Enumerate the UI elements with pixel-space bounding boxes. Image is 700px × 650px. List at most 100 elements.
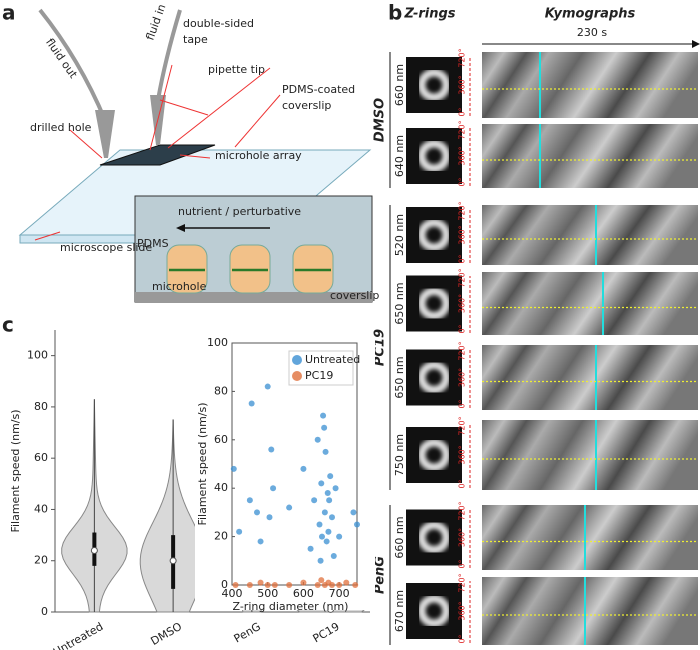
scatter-point — [350, 509, 357, 516]
angle-label: 360° — [458, 445, 467, 464]
y-axis-label: Filament speed (nm/s) — [9, 409, 22, 532]
angle-label: 0° — [458, 399, 467, 408]
scatter-point — [236, 528, 243, 535]
y-tick-label: 60 — [34, 451, 48, 464]
angle-label: 720° — [458, 416, 467, 435]
angle-label: 0° — [458, 107, 467, 116]
inset-label: microhole — [152, 280, 207, 293]
inset-label: nutrient / perturbative — [178, 205, 301, 218]
angle-label: 360° — [458, 528, 467, 547]
z-ring — [417, 361, 451, 394]
angle-label: 720° — [458, 120, 467, 139]
kymograph — [482, 420, 698, 490]
ring-size: 650 nm — [393, 356, 406, 398]
scatter-point — [329, 514, 335, 521]
scatter-point — [307, 545, 314, 552]
scatter-point — [332, 485, 339, 492]
angle-label: 720° — [458, 573, 467, 592]
z-ring — [417, 218, 451, 252]
scatter-point — [257, 579, 264, 586]
y-tick-label: 20 — [214, 530, 228, 543]
z-ring — [417, 594, 451, 628]
kymograph — [482, 205, 698, 265]
diagram-label: drilled hole — [30, 121, 92, 134]
x-tick-label: 600 — [293, 587, 314, 600]
angle-label: 0° — [458, 324, 467, 333]
scatter-point — [246, 582, 253, 588]
setup-diagram — [18, 8, 373, 303]
scatter-point — [327, 473, 334, 480]
x-tick-label: Untreated — [51, 620, 105, 650]
z-ring — [417, 139, 451, 173]
x-tick-label: DMSO — [149, 620, 185, 648]
kymograph — [482, 124, 698, 188]
scatter-point — [336, 582, 343, 588]
scatter-point — [257, 538, 264, 545]
z-ring-image — [406, 128, 462, 184]
diagram-label: double-sided — [183, 17, 254, 30]
scatter-point — [319, 533, 325, 540]
z-ring-image — [406, 207, 462, 263]
scatter-point — [336, 533, 343, 540]
y-tick-label: 40 — [214, 481, 228, 494]
kymograph — [482, 52, 698, 118]
z-ring-image — [406, 583, 462, 639]
y-tick-label: 60 — [214, 433, 228, 446]
z-ring-image — [406, 427, 462, 483]
scatter-point — [268, 446, 275, 453]
x-tick-label: 400 — [222, 587, 243, 600]
angle-label: 720° — [458, 201, 467, 220]
legend-label: PC19 — [305, 369, 333, 382]
scatter-point — [322, 448, 329, 455]
angle-label: 360° — [458, 294, 467, 313]
angle-label: 720° — [458, 268, 467, 287]
kymograph — [482, 577, 698, 645]
scatter-point — [232, 582, 239, 588]
diagram-label: pipette tip — [208, 63, 265, 76]
time-label: 230 s — [577, 26, 607, 39]
scatter-point — [321, 509, 328, 516]
scatter-point — [324, 490, 331, 497]
scatter-point — [317, 557, 324, 564]
inset-label: PDMS — [137, 237, 169, 250]
angle-label: 360° — [458, 601, 467, 620]
ring-size: 660 nm — [393, 516, 406, 558]
diagram-label: PDMS-coated — [282, 83, 355, 96]
angle-label: 360° — [458, 368, 467, 387]
ring-size: 750 nm — [393, 434, 406, 476]
z-ring — [417, 438, 451, 472]
kymograph — [482, 272, 698, 335]
angle-label: 360° — [458, 146, 467, 165]
median — [169, 557, 177, 565]
scatter-point — [286, 582, 293, 588]
z-ring-image — [406, 509, 462, 566]
scatter-point — [314, 582, 321, 588]
scatter-point — [246, 497, 253, 504]
panel-label: b — [388, 1, 402, 25]
inset-label: coverslip — [330, 289, 379, 302]
scatter-point — [314, 436, 321, 443]
diagram-label: coverslip — [282, 99, 331, 112]
angle-label: 360° — [458, 75, 467, 94]
scatter-point — [329, 582, 335, 588]
y-tick-label: 0 — [41, 605, 48, 618]
diagram-label: microhole array — [215, 149, 302, 162]
x-tick-label: 700 — [329, 587, 350, 600]
angle-label: 360° — [458, 225, 467, 244]
panel-label: c — [2, 313, 14, 337]
x-tick-label: PC19 — [311, 620, 342, 645]
x-tick-label: 500 — [257, 587, 278, 600]
y-tick-label: 20 — [34, 554, 48, 567]
z-ring-image — [406, 349, 462, 406]
scatter-point — [343, 579, 350, 586]
panel-label: a — [2, 1, 16, 25]
scatter-point — [264, 383, 271, 390]
angle-label: 0° — [458, 177, 467, 186]
ring-size: 640 nm — [393, 135, 406, 177]
z-ring-image — [406, 275, 462, 332]
ring-size: 670 nm — [393, 590, 406, 632]
scatter-point — [325, 528, 332, 535]
z-ring — [417, 68, 451, 102]
z-ring — [417, 287, 451, 320]
